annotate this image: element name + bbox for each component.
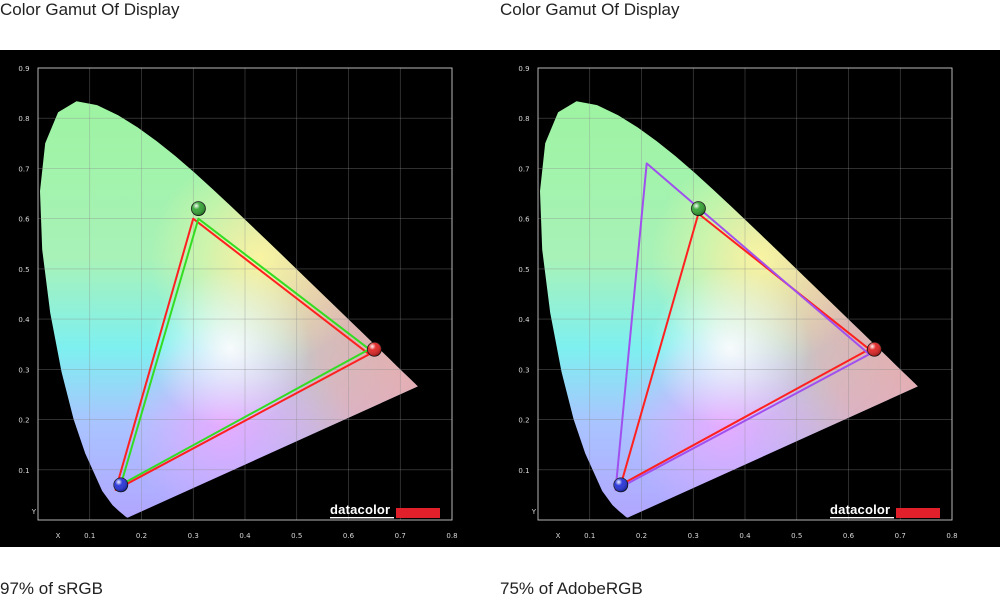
y-axis-label: Y bbox=[31, 508, 37, 516]
y-tick-label: 0.1 bbox=[18, 467, 29, 475]
svg-text:datacolor: datacolor bbox=[330, 502, 390, 517]
gamut-panel-srgb: Color Gamut Of Display 0.1 0.2 0.3 0.4 0.5 0.… bbox=[0, 0, 500, 598]
gamut-chart-svg: 0.1 0.2 0.3 0.4 0.5 0.6 0.7 0.8 0.1 0.2 0.3 0.4 0.5 0… bbox=[518, 65, 957, 540]
y-tick-label: 0.4 bbox=[518, 316, 530, 324]
gamut-triangle-1 bbox=[119, 217, 371, 486]
svg-text:datacolor: datacolor bbox=[830, 502, 890, 517]
gamut-triangle-1 bbox=[614, 162, 871, 491]
y-tick-label: 0.9 bbox=[18, 65, 29, 73]
x-tick-label: 0.4 bbox=[239, 532, 251, 540]
primary-marker-0 bbox=[866, 341, 882, 357]
x-axis-label: X bbox=[56, 532, 61, 540]
x-tick-label: 0.3 bbox=[688, 532, 699, 540]
x-tick-label: 0.6 bbox=[343, 532, 355, 540]
y-tick-label: 0.6 bbox=[18, 216, 30, 224]
spectral-locus bbox=[40, 101, 418, 518]
primary-marker-2 bbox=[113, 477, 129, 493]
x-tick-label: 0.2 bbox=[636, 532, 647, 540]
x-axis-label: X bbox=[556, 532, 561, 540]
primary-marker-0 bbox=[366, 341, 382, 357]
spectral-locus bbox=[540, 101, 918, 518]
y-tick-label: 0.1 bbox=[518, 467, 529, 475]
primary-marker-2 bbox=[613, 477, 629, 493]
gamut-plot: 0.1 0.2 0.3 0.4 0.5 0.6 0.7 0.8 0.1 0.2 0.3 0.4 0.5 0… bbox=[500, 50, 1000, 547]
y-tick-label: 0.4 bbox=[18, 316, 30, 324]
y-tick-label: 0.2 bbox=[518, 417, 529, 425]
x-tick-label: 0.1 bbox=[84, 532, 95, 540]
y-tick-label: 0.5 bbox=[18, 266, 29, 274]
plot-frame bbox=[37, 67, 453, 521]
y-tick-label: 0.5 bbox=[518, 266, 529, 274]
y-tick-label: 0.8 bbox=[518, 115, 529, 123]
y-tick-label: 0.7 bbox=[518, 165, 529, 173]
y-tick-label: 0.7 bbox=[18, 165, 29, 173]
x-tick-label: 0.8 bbox=[946, 532, 957, 540]
coverage-caption: 75% of AdobeRGB bbox=[500, 579, 643, 598]
gamut-triangle-0 bbox=[114, 217, 371, 491]
x-tick-label: 0.7 bbox=[895, 532, 906, 540]
gamut-chart-svg: 0.1 0.2 0.3 0.4 0.5 0.6 0.7 0.8 0.1 0.2 0.3 0.4 0.5 0… bbox=[18, 65, 457, 540]
datacolor-logo: datacolor bbox=[830, 502, 940, 519]
y-tick-label: 0.2 bbox=[18, 417, 29, 425]
gamut-plot: 0.1 0.2 0.3 0.4 0.5 0.6 0.7 0.8 0.1 0.2 0.3 0.4 0.5 0… bbox=[0, 50, 500, 547]
x-tick-label: 0.6 bbox=[843, 532, 855, 540]
x-tick-label: 0.1 bbox=[584, 532, 595, 540]
y-tick-label: 0.9 bbox=[518, 65, 529, 73]
chart-title: Color Gamut Of Display bbox=[500, 0, 680, 19]
x-tick-label: 0.5 bbox=[791, 532, 802, 540]
x-tick-label: 0.2 bbox=[136, 532, 147, 540]
y-tick-label: 0.3 bbox=[518, 366, 529, 374]
x-tick-label: 0.8 bbox=[446, 532, 457, 540]
coverage-caption: 97% of sRGB bbox=[0, 579, 103, 598]
x-tick-label: 0.3 bbox=[188, 532, 199, 540]
x-tick-label: 0.7 bbox=[395, 532, 406, 540]
y-tick-label: 0.3 bbox=[18, 366, 29, 374]
x-tick-label: 0.4 bbox=[739, 532, 751, 540]
y-tick-label: 0.8 bbox=[18, 115, 29, 123]
primary-marker-1 bbox=[691, 201, 706, 217]
gamut-panel-adobergb: Color Gamut Of Display 0.1 0.2 0.3 0.4 0.5 0.… bbox=[500, 0, 1000, 598]
x-tick-label: 0.5 bbox=[291, 532, 302, 540]
primary-marker-1 bbox=[191, 201, 206, 217]
y-axis-label: Y bbox=[531, 508, 537, 516]
datacolor-logo: datacolor bbox=[330, 502, 440, 519]
y-tick-label: 0.6 bbox=[518, 216, 530, 224]
plot-frame bbox=[537, 67, 953, 521]
chart-title: Color Gamut Of Display bbox=[0, 0, 180, 19]
